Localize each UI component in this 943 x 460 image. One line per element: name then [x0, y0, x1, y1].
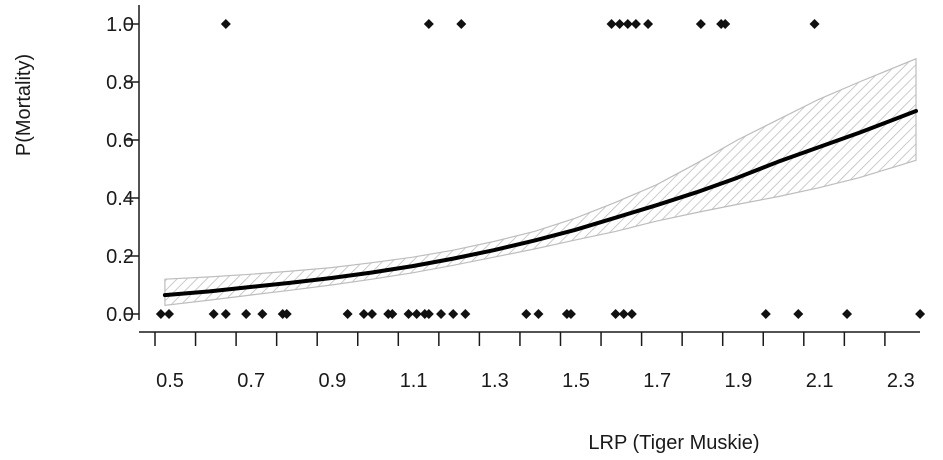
x-tick-label: 1.5 — [562, 370, 590, 392]
point-mortality-1 — [614, 19, 625, 29]
point-mortality-1 — [606, 19, 617, 29]
point-mortality-0 — [760, 309, 771, 319]
y-tick-label: 0.6 — [106, 130, 134, 152]
point-mortality-0 — [565, 309, 576, 319]
x-tick-label: 1.1 — [400, 370, 428, 392]
point-mortality-1 — [643, 19, 654, 29]
x-tick-label: 1.9 — [724, 370, 752, 392]
point-mortality-0 — [208, 309, 219, 319]
point-mortality-0 — [367, 309, 377, 319]
point-mortality-0 — [423, 309, 434, 319]
point-mortality-0 — [387, 309, 398, 319]
point-mortality-0 — [448, 309, 459, 319]
confidence-band — [164, 57, 917, 306]
point-mortality-0 — [403, 309, 414, 319]
point-mortality-0 — [220, 309, 231, 319]
point-mortality-0 — [257, 309, 268, 319]
x-tick-label: 1.7 — [643, 370, 671, 392]
y-tick-label: 0.8 — [106, 72, 134, 94]
point-mortality-0 — [436, 309, 447, 319]
point-mortality-0 — [155, 309, 166, 319]
point-mortality-0 — [793, 309, 804, 319]
point-mortality-0 — [411, 309, 422, 319]
data-points — [155, 19, 926, 319]
x-tick-label: 1.3 — [481, 370, 509, 392]
point-mortality-0 — [521, 309, 532, 319]
confidence-band-layer — [164, 57, 917, 306]
point-mortality-0 — [342, 309, 353, 319]
point-mortality-0 — [460, 309, 471, 319]
point-mortality-1 — [456, 19, 467, 29]
x-axis-title: LRP (Tiger Muskie) — [588, 432, 759, 454]
point-mortality-1 — [423, 19, 434, 29]
fit-line — [162, 109, 918, 298]
y-tick-label: 0.2 — [106, 246, 134, 268]
x-tick-label: 2.1 — [806, 370, 834, 392]
point-mortality-0 — [358, 309, 369, 319]
point-mortality-0 — [533, 309, 544, 319]
point-mortality-0 — [610, 309, 621, 319]
point-mortality-1 — [630, 19, 641, 29]
point-mortality-1 — [809, 19, 820, 29]
x-tick-label: 0.5 — [156, 370, 184, 392]
point-mortality-0 — [164, 309, 174, 319]
point-mortality-1 — [720, 19, 731, 29]
y-tick-label: 0.0 — [106, 304, 134, 326]
point-mortality-0 — [618, 309, 629, 319]
point-mortality-0 — [241, 309, 252, 319]
point-mortality-1 — [622, 19, 633, 29]
x-tick-label: 0.7 — [237, 370, 265, 392]
point-mortality-0 — [626, 309, 637, 319]
point-mortality-1 — [220, 19, 231, 29]
fit-line-layer — [162, 109, 918, 298]
y-tick-label: 0.4 — [106, 188, 134, 210]
y-tick-label: 1.0 — [106, 14, 134, 36]
point-mortality-0 — [842, 309, 853, 319]
x-tick-label: 0.9 — [318, 370, 346, 392]
point-mortality-1 — [695, 19, 706, 29]
point-mortality-0 — [915, 309, 926, 319]
axes: 0.0 0.2 0.4 0.6 0.8 1.0 0.5 0.7 0.9 1.1 1.3 1.5 1.7 1… — [106, 5, 920, 392]
point-mortality-0 — [281, 309, 292, 319]
y-axis-title: P(Mortality) — [13, 54, 35, 156]
x-tick-label: 2.3 — [887, 370, 915, 392]
